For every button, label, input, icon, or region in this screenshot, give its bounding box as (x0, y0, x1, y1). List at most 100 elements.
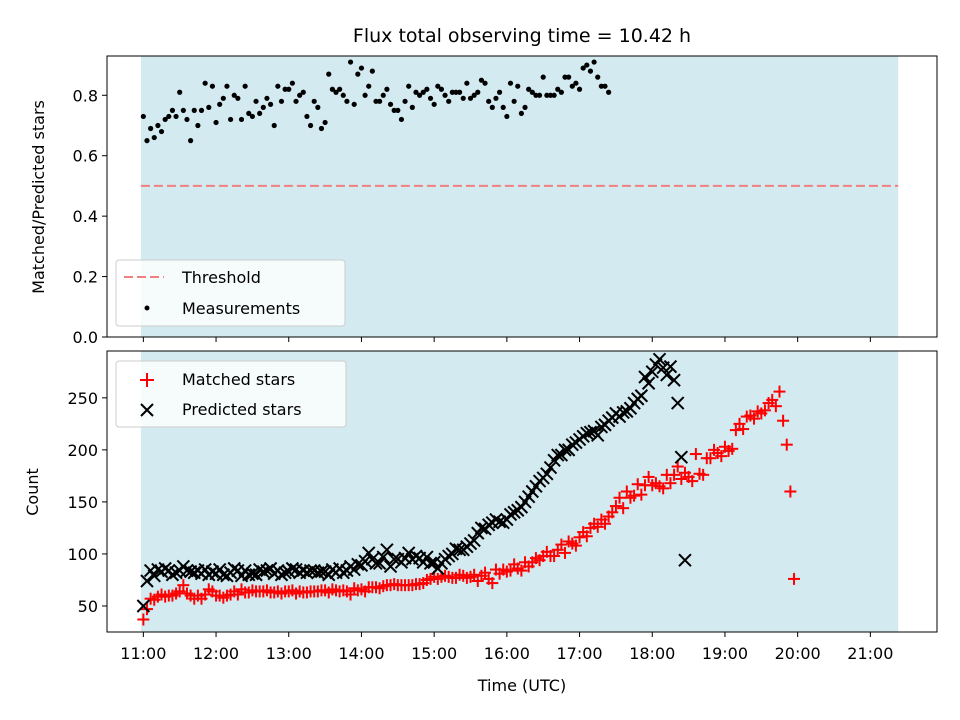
measurement-point (522, 104, 528, 110)
matched-star-point (559, 546, 572, 559)
measurement-point (369, 68, 375, 74)
legend-predicted-swatch (140, 403, 154, 417)
measurement-point (198, 107, 205, 113)
measurement-point (271, 122, 277, 129)
bottom-y-tick-label: 100 (67, 545, 98, 564)
predicted-star-point (314, 564, 329, 579)
measurement-point (260, 104, 266, 110)
legend-matched-swatch (140, 373, 154, 387)
top-y-tick-label: 0.0 (73, 328, 98, 347)
top-legend: Threshold Measurements (115, 259, 346, 327)
measurement-point (358, 65, 365, 71)
predicted-star-point (674, 450, 689, 464)
predicted-star-point (660, 368, 674, 382)
measurement-point (151, 134, 157, 141)
measurement-point (438, 86, 445, 92)
measurement-point (140, 113, 146, 120)
predicted-star-point (616, 405, 630, 420)
bottom-axes-frame (106, 350, 938, 633)
predicted-star-point (467, 533, 481, 548)
measurement-point (413, 89, 419, 95)
measurement-point (606, 89, 612, 95)
measurement-point (347, 59, 354, 65)
measurement-point (206, 104, 212, 110)
measurement-point (562, 74, 568, 80)
x-tick-label: 16:00 (484, 644, 530, 663)
matched-star-point (479, 566, 492, 579)
measurement-point (547, 92, 554, 98)
bottom-x-axis: 11:00 12:00 13:00 14:00 15:00 16:00 17:00 18:00… (120, 632, 893, 663)
x-tick-label: 13:00 (266, 644, 312, 663)
matched-star-point (609, 500, 622, 513)
measurement-point (184, 116, 190, 123)
measurement-point (573, 80, 579, 86)
measurement-point (217, 101, 223, 107)
measurement-point (202, 80, 208, 86)
measurement-point (340, 92, 346, 98)
measurement-point (188, 138, 194, 144)
matched-star-point (613, 491, 626, 504)
measurement-point (315, 104, 321, 110)
measurement-point (486, 98, 492, 104)
predicted-star-point (474, 521, 489, 535)
bottom-y-tick-label: 250 (67, 389, 98, 408)
matched-star-point (715, 450, 728, 463)
matched-star-point (780, 438, 793, 451)
top-y-tick-label: 0.4 (73, 207, 98, 226)
predicted-star-point (278, 565, 292, 580)
legend-matched-label: Matched stars (182, 370, 295, 389)
matched-star-point (569, 539, 582, 552)
matched-star-point (729, 424, 742, 437)
predicted-star-point (540, 467, 554, 481)
measurement-point (307, 122, 314, 129)
matched-star-point (137, 613, 150, 626)
matched-star-point (664, 477, 677, 490)
predicted-star-point (583, 425, 598, 439)
matched-star-point (642, 470, 655, 483)
measurement-point (155, 122, 161, 129)
measurement-point (333, 89, 339, 95)
measurement-point (460, 95, 466, 101)
top-axes-frame (106, 55, 938, 338)
measurement-point (282, 86, 288, 92)
matched-star-point (580, 530, 593, 543)
measurement-point (467, 95, 474, 101)
matched-star-point (504, 564, 517, 577)
predicted-star-point (165, 568, 180, 582)
measurement-point (482, 80, 488, 86)
measurement-point (533, 92, 539, 98)
measurement-point (395, 107, 401, 113)
matched-stars-series (137, 385, 801, 626)
measurement-point (227, 116, 234, 123)
measurement-point (387, 101, 394, 107)
matched-star-point (689, 448, 702, 461)
measurement-point (493, 95, 499, 101)
measurement-point (435, 83, 441, 89)
matched-star-point (697, 468, 710, 481)
measurement-point (169, 107, 176, 113)
bottom-panel: 50 100 150 200 250 11:00 12:00 13:00 14:00 15:00… (23, 350, 938, 695)
measurement-point (500, 104, 506, 110)
matched-star-point (555, 538, 568, 551)
measurement-point (555, 86, 561, 92)
matched-star-point (777, 414, 790, 427)
x-axis-label: Time (UTC) (477, 676, 566, 695)
measurement-point (177, 89, 183, 95)
predicted-star-point (489, 512, 503, 527)
measurement-point (267, 101, 274, 107)
measurement-point (598, 83, 604, 89)
bottom-y-axis: 50 100 150 200 250 (67, 389, 107, 616)
bottom-y-tick-label: 150 (67, 493, 98, 512)
measurement-point (595, 74, 601, 80)
top-y-tick-label: 0.6 (73, 147, 98, 166)
matched-star-point (344, 588, 357, 601)
measurement-point (456, 89, 463, 95)
matched-star-point (177, 579, 190, 592)
measurement-point (427, 95, 434, 101)
measurement-point (420, 89, 426, 95)
measurement-point (249, 113, 256, 120)
measurement-point (329, 86, 335, 92)
legend-measurements-label: Measurements (182, 299, 300, 318)
predicted-star-point (147, 569, 161, 583)
